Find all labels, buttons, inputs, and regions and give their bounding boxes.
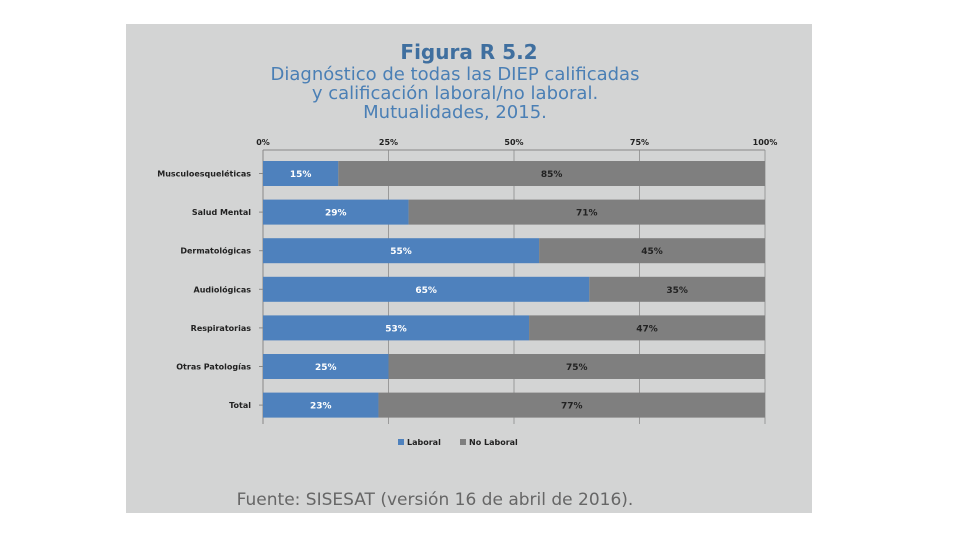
legend-swatch-laboral [398,439,404,445]
category-label: Respiratorias [191,324,252,333]
data-label-laboral: 65% [415,286,437,296]
legend-swatch-no-laboral [460,439,466,445]
data-label-no-laboral: 77% [561,402,583,412]
data-label-laboral: 29% [325,209,347,219]
data-label-laboral: 25% [315,363,337,373]
x-tick-label: 50% [504,138,523,147]
chart-subtitle-line-3: Mutualidades, 2015. [363,102,547,123]
bar-laboral [263,161,339,186]
x-tick-label: 25% [379,138,398,147]
data-label-no-laboral: 47% [636,324,658,334]
data-label-no-laboral: 85% [541,170,563,180]
data-label-no-laboral: 35% [666,286,688,296]
bar-no-laboral [589,276,765,302]
x-tick-label: 75% [630,138,649,147]
bar-no-laboral [388,354,765,379]
category-label: Otras Patologías [176,363,251,372]
data-label-no-laboral: 75% [566,363,588,373]
category-label: Audiológicas [194,284,252,294]
category-label: Dermatológicas [180,246,251,256]
category-label: Total [229,401,251,410]
bar-no-laboral [529,315,765,341]
bar-no-laboral [338,161,765,186]
chart-subtitle-line-1: Diagnóstico de todas las DIEP calificada… [270,64,640,85]
data-label-laboral: 53% [385,324,407,334]
bar-laboral [263,199,409,225]
legend-label-no-laboral: No Laboral [469,438,518,447]
bar-laboral [263,276,590,302]
x-tick-label: 0% [256,138,270,147]
chart-subtitle-line-2: y calificación laboral/no laboral. [311,83,599,104]
category-label: Musculoesqueléticas [157,169,251,179]
figure-panel [126,24,812,513]
bar-laboral [263,392,379,418]
category-label: Salud Mental [192,208,251,217]
data-label-laboral: 15% [290,170,312,180]
x-tick-label: 100% [753,138,778,147]
bar-laboral [263,238,540,264]
bar-laboral [263,354,389,379]
source-note: Fuente: SISESAT (versión 16 de abril de … [236,490,634,510]
data-label-no-laboral: 71% [576,209,598,219]
legend-label-laboral: Laboral [407,438,441,447]
bar-no-laboral [539,238,765,264]
data-label-laboral: 55% [390,247,412,257]
data-label-no-laboral: 45% [641,247,663,257]
bar-no-laboral [378,392,765,418]
figure-title: Figura R 5.2 [400,40,538,64]
data-label-laboral: 23% [310,402,332,412]
bar-laboral [263,315,530,341]
bar-no-laboral [408,199,765,225]
